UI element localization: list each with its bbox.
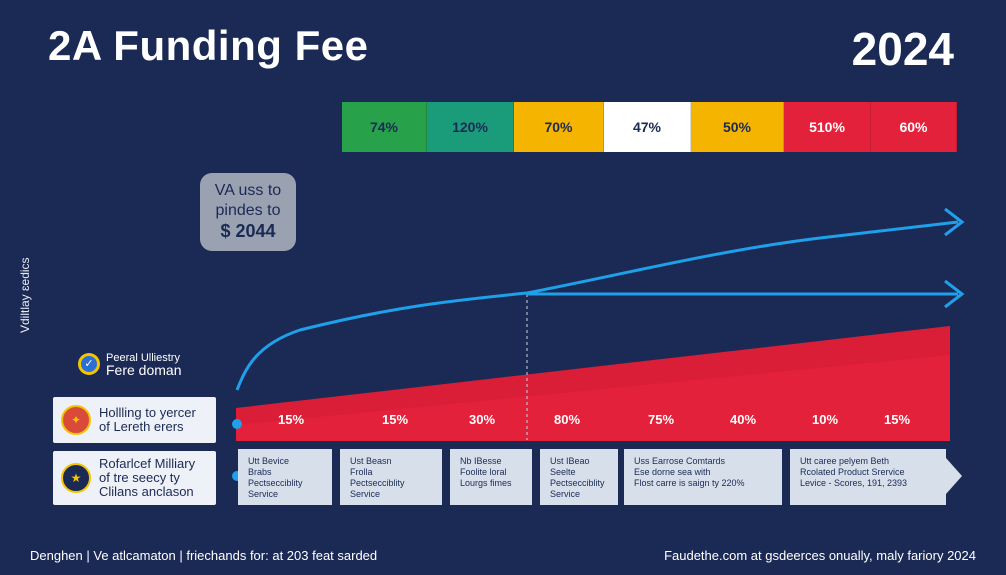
service-line: Levice - Scores, 191, 2393	[800, 478, 908, 488]
legend-text: Peeral Ulliestry Fere doman	[106, 352, 182, 378]
service-line: Seelte	[550, 467, 576, 477]
marker-dot-1	[232, 419, 242, 429]
shield-emblem-icon: ✦	[61, 405, 91, 435]
service-line: Service	[550, 489, 581, 499]
check-icon: ✓	[78, 353, 100, 375]
service-line: Ese dorne sea with	[634, 467, 711, 477]
row-label-text: Hollling to yercer of Lereth erers	[99, 406, 196, 434]
rate-bar: 510%	[784, 102, 871, 152]
row-label-line: of tre seecy ty	[99, 470, 180, 485]
service-line: Ust Beasn	[350, 456, 392, 466]
growth-curve	[235, 220, 959, 391]
service-arrow	[946, 458, 962, 494]
percent-label: 30%	[469, 412, 496, 427]
callout-line: pindes to	[215, 202, 281, 219]
legend-line: Peeral Ulliestry	[106, 352, 180, 364]
row-label-line: Hollling to yercer	[99, 405, 196, 420]
service-line: Pectsecciblity	[550, 478, 605, 488]
percent-label: 15%	[278, 412, 305, 427]
service-line: Nb IBesse	[460, 456, 502, 466]
footer-right-text: Faudethe.com at gsdeerces onually, maly …	[664, 548, 976, 563]
row-label-1: ✦ Hollling to yercer of Lereth erers	[53, 397, 216, 443]
service-box: Utt caree pelyem Beth Rcolated Product S…	[790, 449, 946, 505]
legend: ✓ Peeral Ulliestry Fere doman	[78, 352, 182, 378]
row-label-text: Rofarlcef Milliary of tre seecy ty Clila…	[99, 457, 195, 499]
service-line: Flost carre is saign ty 220%	[634, 478, 745, 488]
rate-bar: 50%	[691, 102, 784, 152]
row-label-line: Clilans anclason	[99, 484, 194, 499]
footer-left-text: Denghen | Ve atlcamaton | friechands for…	[30, 548, 378, 563]
service-line: Uss Earrose Comtards	[634, 456, 726, 466]
service-line: Pectsecciblity	[248, 478, 303, 488]
rate-bar: 120%	[427, 102, 514, 152]
rate-bar: 47%	[604, 102, 691, 152]
service-line: Lourgs fimes	[460, 478, 512, 488]
red-wedge-shade	[236, 326, 950, 425]
percent-label: 15%	[884, 412, 911, 427]
rate-bar: 60%	[871, 102, 957, 152]
rate-bar: 70%	[514, 102, 604, 152]
arrow-head-top	[944, 207, 965, 237]
service-line: Frolla	[350, 467, 373, 477]
percent-label: 80%	[554, 412, 581, 427]
service-line: Foolite loral	[460, 467, 507, 477]
page-title: 2A Funding Fee	[48, 22, 369, 69]
service-box: Ust Beasn Frolla Pectsecciblity Service	[340, 449, 442, 505]
percent-label: 15%	[382, 412, 409, 427]
row-label-line: Rofarlcef Milliary	[99, 456, 196, 471]
service-box: Nb IBesse Foolite loral Lourgs fimes	[450, 449, 532, 505]
percent-label: 40%	[730, 412, 757, 427]
service-line: Service	[248, 489, 279, 499]
service-box: Utt Bevice Brabs Pectsecciblity Service	[238, 449, 332, 505]
service-box: Ust IBeao Seelte Pectsecciblity Service	[540, 449, 618, 505]
percent-label: 10%	[812, 412, 839, 427]
service-box: Uss Earrose Comtards Ese dorne sea with …	[624, 449, 782, 505]
arrow-head-bottom	[944, 279, 965, 309]
seal-emblem-icon: ★	[61, 463, 91, 493]
service-line: Brabs	[248, 467, 272, 477]
year-label: 2024	[851, 23, 954, 75]
row-label-2: ★ Rofarlcef Milliary of tre seecy ty Cli…	[53, 451, 216, 505]
service-line: Service	[350, 489, 381, 499]
legend-line: Fere doman	[106, 362, 182, 378]
callout-bubble: VA uss to pindes to $ 2044	[200, 173, 296, 251]
service-line: Pectsecciblity	[350, 478, 405, 488]
percent-label: 75%	[648, 412, 675, 427]
service-line: Utt caree pelyem Beth	[800, 456, 890, 466]
service-line: Rcolated Product Srervice	[800, 467, 905, 477]
service-line: Ust IBeao	[550, 456, 590, 466]
rate-bar-strip: 74% 120% 70% 47% 50% 510% 60%	[342, 102, 957, 152]
row-label-line: of Lereth erers	[99, 419, 184, 434]
callout-amount: $ 2044	[220, 221, 276, 241]
service-line: Utt Bevice	[248, 456, 290, 466]
rate-bar: 74%	[342, 102, 427, 152]
callout-line: VA uss to	[214, 182, 282, 199]
vertical-axis-label: Vdiltlay ɛedics	[18, 257, 32, 333]
red-wedge	[236, 326, 950, 441]
